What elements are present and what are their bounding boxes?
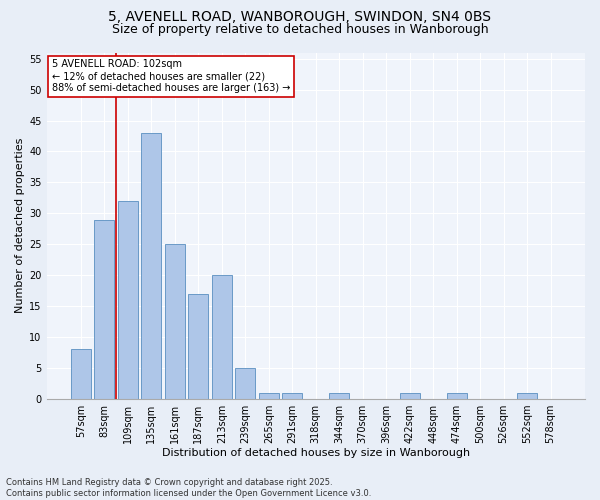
Bar	[188, 294, 208, 399]
Bar	[94, 220, 115, 399]
Bar	[142, 133, 161, 399]
Bar	[517, 393, 537, 399]
Bar	[329, 393, 349, 399]
Text: 5 AVENELL ROAD: 102sqm
← 12% of detached houses are smaller (22)
88% of semi-det: 5 AVENELL ROAD: 102sqm ← 12% of detached…	[52, 60, 290, 92]
Bar	[400, 393, 419, 399]
Text: 5, AVENELL ROAD, WANBOROUGH, SWINDON, SN4 0BS: 5, AVENELL ROAD, WANBOROUGH, SWINDON, SN…	[109, 10, 491, 24]
Text: Size of property relative to detached houses in Wanborough: Size of property relative to detached ho…	[112, 22, 488, 36]
Bar	[283, 393, 302, 399]
Bar	[165, 244, 185, 399]
Bar	[118, 201, 138, 399]
Bar	[259, 393, 279, 399]
X-axis label: Distribution of detached houses by size in Wanborough: Distribution of detached houses by size …	[162, 448, 470, 458]
Bar	[446, 393, 467, 399]
Text: Contains HM Land Registry data © Crown copyright and database right 2025.
Contai: Contains HM Land Registry data © Crown c…	[6, 478, 371, 498]
Bar	[71, 350, 91, 399]
Bar	[235, 368, 256, 399]
Y-axis label: Number of detached properties: Number of detached properties	[15, 138, 25, 314]
Bar	[212, 275, 232, 399]
